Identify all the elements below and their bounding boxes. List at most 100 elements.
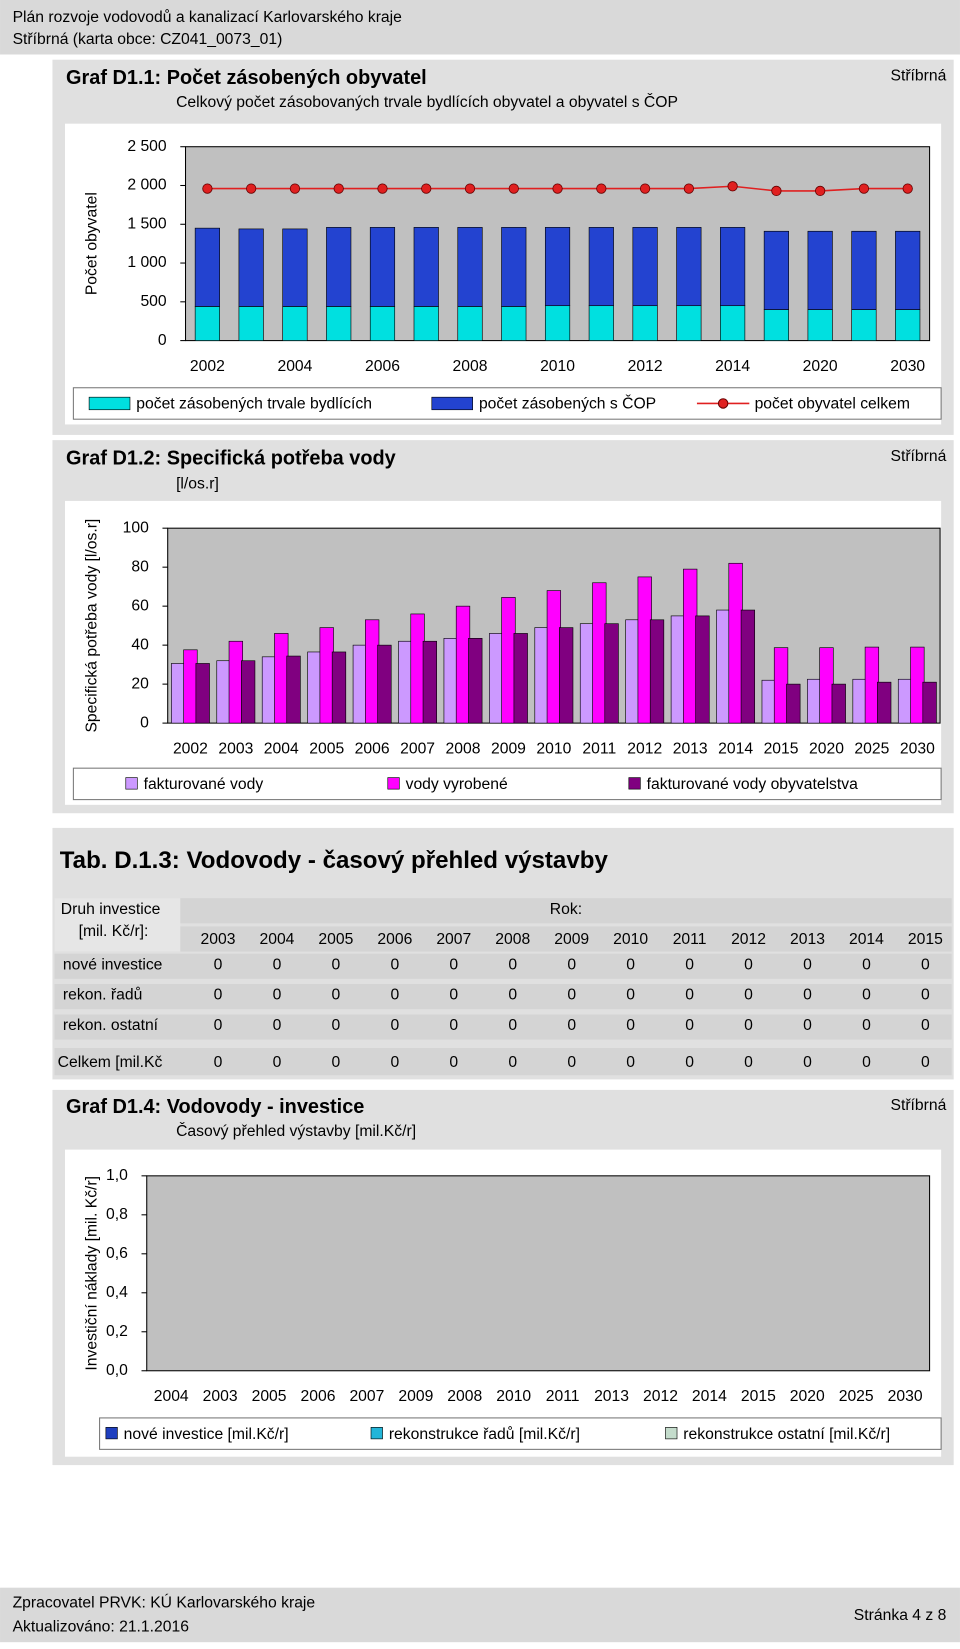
chart-corner-label: Stříbrná (890, 68, 946, 85)
table-cell: 0 (449, 956, 458, 973)
legend-label: fakturované vody obyvatelstva (647, 776, 859, 793)
bar (513, 633, 528, 724)
y-tick-label: 0,0 (106, 1362, 128, 1379)
marker (421, 183, 432, 194)
bar (831, 683, 846, 724)
table-cell: 0 (921, 956, 930, 973)
table-total-cell: 0 (449, 1054, 458, 1071)
x-tick-label: 2025 (854, 740, 889, 757)
table-total-cell: 0 (508, 1054, 517, 1071)
header-title: Plán rozvoje vodovodů a kanalizací Karlo… (13, 8, 403, 26)
x-tick-label: 2007 (400, 740, 435, 757)
table-cell: 0 (744, 987, 753, 1004)
table-row-label: nové investice (63, 956, 163, 973)
table-year: 2011 (673, 931, 707, 948)
table-cell: 0 (862, 987, 871, 1004)
y-tick-label: 2 500 (127, 138, 167, 155)
table-cell: 0 (449, 987, 458, 1004)
marker (289, 183, 301, 194)
bar (194, 306, 220, 341)
chart-corner-label: Stříbrná (890, 448, 946, 465)
chart-subtitle: Časový přehled výstavby [mil.Kč/r] (176, 1121, 416, 1140)
table-total-cell: 0 (214, 1054, 223, 1071)
table-total-cell: 0 (862, 1054, 871, 1071)
x-tick-label: 2002 (190, 358, 225, 375)
legend-swatch (370, 1427, 383, 1440)
footer-updated: Aktualizováno: 21.1.2016 (13, 1619, 190, 1636)
bar (369, 227, 396, 307)
bar (851, 309, 877, 341)
x-tick-label: 2012 (628, 358, 663, 375)
bar (331, 651, 347, 724)
bar (455, 605, 471, 724)
x-tick-label: 2008 (453, 358, 488, 375)
bar (670, 615, 686, 724)
y-tick-label: 80 (131, 558, 149, 575)
bar (592, 582, 607, 724)
x-tick-label: 2006 (365, 358, 400, 375)
x-tick-label: 2011 (546, 1388, 580, 1405)
x-tick-label: 2015 (741, 1388, 776, 1405)
y-tick-label: 60 (131, 597, 149, 614)
table-year: 2014 (849, 931, 884, 948)
legend-swatch (125, 777, 138, 790)
table-cell: 0 (214, 956, 223, 973)
bar (695, 615, 710, 724)
marker (858, 183, 870, 194)
legend-swatch (88, 396, 131, 411)
y-tick-label: 40 (131, 636, 149, 653)
legend-label: počet obyvatel celkem (755, 396, 910, 413)
x-tick-label: 2005 (252, 1388, 287, 1405)
table-total-cell: 0 (685, 1054, 694, 1071)
bar (398, 640, 413, 724)
table-cell: 0 (332, 956, 341, 973)
bar (740, 609, 756, 724)
bar (637, 576, 652, 724)
y-tick-label: 0,8 (106, 1206, 128, 1223)
table-year: 2003 (201, 931, 236, 948)
table-year: 2006 (377, 931, 412, 948)
bar (282, 228, 308, 307)
x-tick-label: 2015 (764, 740, 799, 757)
x-tick-label: 2012 (643, 1388, 678, 1405)
chart-title: Graf D1.4: Vodovody - investice (66, 1096, 364, 1118)
table-cell: 0 (744, 1017, 753, 1034)
bar (171, 663, 186, 724)
marker (639, 183, 651, 194)
table-cell: 0 (744, 956, 753, 973)
x-tick-label: 2009 (398, 1388, 433, 1405)
bar (238, 228, 264, 307)
bar (183, 649, 198, 724)
bar (377, 644, 392, 724)
table-header: Druh investice (61, 901, 161, 918)
table-row-bg (54, 1047, 952, 1076)
header-band (0, 0, 960, 55)
bar (319, 627, 334, 724)
x-tick-label: 2020 (790, 1388, 825, 1405)
bar (195, 663, 210, 724)
marker (377, 183, 388, 194)
bar (413, 306, 439, 341)
table-cell: 0 (214, 1017, 223, 1034)
legend-box (72, 387, 942, 420)
table-year: 2012 (731, 931, 766, 948)
bar (443, 638, 458, 724)
bar (625, 619, 640, 724)
bar (720, 227, 746, 307)
table-year: 2009 (554, 931, 589, 948)
bar (544, 305, 571, 341)
bar (240, 660, 256, 724)
legend-box (72, 767, 942, 801)
marker (246, 183, 257, 194)
bar (369, 306, 396, 341)
bar (410, 613, 425, 724)
legend-label: počet zásobených trvale bydlících (136, 396, 372, 413)
x-tick-label: 2011 (582, 740, 616, 757)
table-cell: 0 (567, 987, 576, 1004)
x-tick-label: 2030 (900, 740, 935, 757)
bar (588, 227, 614, 307)
bar (773, 647, 789, 724)
table-total-cell: 0 (626, 1054, 635, 1071)
table-year: 2010 (613, 931, 648, 948)
marker (552, 183, 563, 194)
